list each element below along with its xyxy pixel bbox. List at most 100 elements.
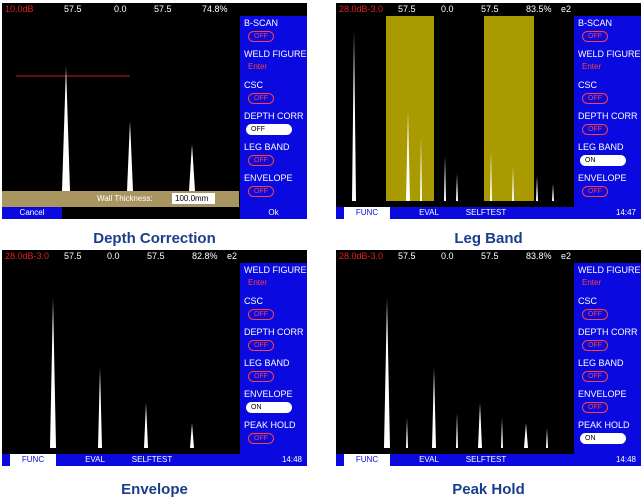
menu-label: ENVELOPE bbox=[244, 389, 293, 399]
tab-func[interactable]: FUNC bbox=[344, 207, 390, 219]
tab-eval[interactable]: EVAL bbox=[85, 455, 105, 464]
menu-item-envelope[interactable]: ENVELOPE ON bbox=[240, 387, 307, 418]
status-value-1: 57.5 bbox=[398, 4, 416, 14]
menu-item-weld-figure[interactable]: WELD FIGURE Enter bbox=[240, 263, 307, 294]
menu-label: ENVELOPE bbox=[578, 173, 627, 183]
menu-item-depth-corr[interactable]: DEPTH CORR OFF bbox=[240, 109, 307, 140]
status-value-2: 0.0 bbox=[441, 4, 454, 14]
menu-label: WELD FIGURE bbox=[244, 265, 307, 275]
toggle-pill[interactable]: OFF bbox=[246, 124, 292, 135]
tab-func[interactable]: FUNC bbox=[344, 454, 390, 466]
tab-bar: FUNC EVAL SELFTEST 14:48 bbox=[336, 454, 641, 466]
menu-label: B-SCAN bbox=[244, 18, 279, 28]
menu-item-leg-band[interactable]: LEG BAND OFF bbox=[574, 356, 641, 387]
signal-peaks bbox=[62, 66, 195, 191]
leg-band-2 bbox=[484, 16, 534, 201]
caption-envelope: Envelope bbox=[121, 481, 188, 498]
wall-thickness-bar: Wall Thickness: 100.0mm bbox=[2, 191, 239, 207]
menu-item-csc[interactable]: CSC OFF bbox=[240, 78, 307, 109]
menu-item-depth-corr[interactable]: DEPTH CORR OFF bbox=[574, 325, 641, 356]
menu-label: PEAK HOLD bbox=[578, 420, 630, 430]
status-bar: 28.0dB-3.0 57.5 0.0 57.5 82.8% e2 bbox=[2, 250, 307, 263]
toggle-pill[interactable]: OFF bbox=[248, 433, 274, 444]
menu-item-leg-band[interactable]: LEG BAND ON bbox=[574, 140, 641, 171]
signal-peaks bbox=[384, 298, 548, 448]
cancel-button[interactable]: Cancel bbox=[2, 207, 62, 219]
signal-peaks bbox=[50, 298, 194, 448]
panel-envelope: 28.0dB-3.0 57.5 0.0 57.5 82.8% e2 WELD F… bbox=[2, 250, 307, 466]
toggle-pill[interactable]: OFF bbox=[582, 402, 608, 413]
enter-link[interactable]: Enter bbox=[582, 278, 602, 287]
menu-label: WELD FIGURE bbox=[244, 49, 307, 59]
menu-label: CSC bbox=[244, 296, 264, 306]
toggle-pill[interactable]: OFF bbox=[582, 309, 608, 320]
menu-item-weld-figure[interactable]: WELD FIGURE Enter bbox=[574, 263, 641, 294]
menu-item-b-scan[interactable]: B-SCAN OFF bbox=[240, 16, 307, 47]
menu-item-csc[interactable]: CSC OFF bbox=[574, 294, 641, 325]
caption-peak-hold: Peak Hold bbox=[452, 481, 525, 498]
menu-label: ENVELOPE bbox=[244, 173, 293, 183]
menu-item-b-scan[interactable]: B-SCAN OFF bbox=[574, 16, 641, 47]
tab-selftest[interactable]: SELFTEST bbox=[465, 208, 507, 217]
tab-eval[interactable]: EVAL bbox=[419, 455, 439, 464]
status-value-1: 57.5 bbox=[64, 4, 82, 14]
status-value-4: 82.8% bbox=[192, 251, 218, 261]
menu-item-leg-band[interactable]: LEG BAND OFF bbox=[240, 140, 307, 171]
menu-label: LEG BAND bbox=[244, 142, 290, 152]
status-value-3: 57.5 bbox=[481, 4, 499, 14]
tab-selftest[interactable]: SELFTEST bbox=[465, 455, 507, 464]
toggle-pill[interactable]: OFF bbox=[248, 371, 274, 382]
toggle-pill[interactable]: ON bbox=[580, 433, 626, 444]
ascan-plot bbox=[384, 298, 548, 448]
menu-item-weld-figure[interactable]: WELD FIGURE Enter bbox=[240, 47, 307, 78]
toggle-pill[interactable]: OFF bbox=[248, 309, 274, 320]
toggle-pill[interactable]: OFF bbox=[582, 93, 608, 104]
menu-item-depth-corr[interactable]: DEPTH CORR OFF bbox=[240, 325, 307, 356]
toggle-pill[interactable]: OFF bbox=[582, 340, 608, 351]
menu-label: WELD FIGURE bbox=[578, 265, 641, 275]
ok-button[interactable]: Ok bbox=[240, 207, 307, 219]
gain-readout: 10.0dB bbox=[5, 4, 34, 14]
toggle-pill[interactable]: ON bbox=[246, 402, 292, 413]
wall-thickness-input[interactable]: 100.0mm bbox=[172, 193, 215, 204]
toggle-pill[interactable]: OFF bbox=[248, 155, 274, 166]
menu-item-depth-corr[interactable]: DEPTH CORR OFF bbox=[574, 109, 641, 140]
tab-eval[interactable]: EVAL bbox=[419, 208, 439, 217]
toggle-pill[interactable]: OFF bbox=[248, 31, 274, 42]
menu-item-csc[interactable]: CSC OFF bbox=[240, 294, 307, 325]
menu-item-peak-hold[interactable]: PEAK HOLD ON bbox=[574, 418, 641, 449]
menu-item-csc[interactable]: CSC OFF bbox=[574, 78, 641, 109]
menu-label: WELD FIGURE bbox=[578, 49, 641, 59]
status-value-2: 0.0 bbox=[114, 4, 127, 14]
ascan-plot bbox=[352, 16, 554, 201]
toggle-pill[interactable]: ON bbox=[580, 155, 626, 166]
tab-func[interactable]: FUNC bbox=[10, 454, 56, 466]
menu-item-envelope[interactable]: ENVELOPE OFF bbox=[574, 387, 641, 418]
toggle-pill[interactable]: OFF bbox=[582, 371, 608, 382]
toggle-pill[interactable]: OFF bbox=[248, 186, 274, 197]
ascan-plot bbox=[50, 298, 194, 448]
status-value-4: 83.5% bbox=[526, 4, 552, 14]
toggle-pill[interactable]: OFF bbox=[248, 93, 274, 104]
enter-link[interactable]: Enter bbox=[248, 62, 268, 71]
gain-readout: 28.0dB-3.0 bbox=[339, 251, 384, 261]
toggle-pill[interactable]: OFF bbox=[582, 186, 608, 197]
menu-item-peak-hold[interactable]: PEAK HOLD OFF bbox=[240, 418, 307, 449]
leg-band-1 bbox=[386, 16, 434, 201]
menu-item-leg-band[interactable]: LEG BAND OFF bbox=[240, 356, 307, 387]
menu-item-envelope[interactable]: ENVELOPE OFF bbox=[574, 171, 641, 202]
enter-link[interactable]: Enter bbox=[582, 62, 602, 71]
menu-label: CSC bbox=[578, 80, 598, 90]
status-value-3: 57.5 bbox=[154, 4, 172, 14]
menu-item-weld-figure[interactable]: WELD FIGURE Enter bbox=[574, 47, 641, 78]
enter-link[interactable]: Enter bbox=[248, 278, 268, 287]
toggle-pill[interactable]: OFF bbox=[582, 31, 608, 42]
menu-item-envelope[interactable]: ENVELOPE OFF bbox=[240, 171, 307, 202]
status-value-3: 57.5 bbox=[147, 251, 165, 261]
toggle-pill[interactable]: OFF bbox=[248, 340, 274, 351]
menu-label: DEPTH CORR bbox=[244, 327, 304, 337]
tab-selftest[interactable]: SELFTEST bbox=[131, 455, 173, 464]
status-value-3: 57.5 bbox=[481, 251, 499, 261]
toggle-pill[interactable]: OFF bbox=[582, 124, 608, 135]
menu-label: LEG BAND bbox=[578, 142, 624, 152]
